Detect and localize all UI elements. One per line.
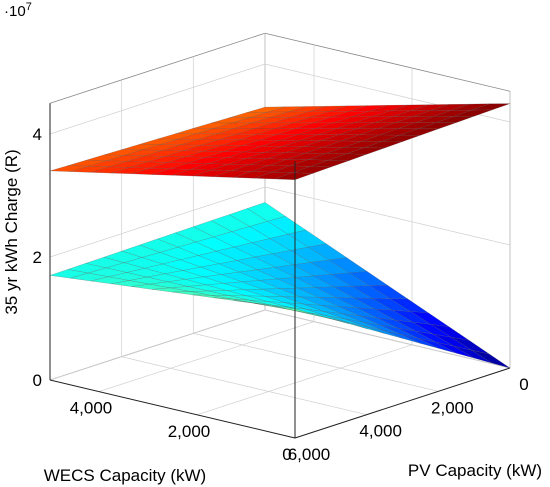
box-edge bbox=[49, 32, 266, 104]
box-front-edge bbox=[294, 367, 511, 439]
surface-cell bbox=[274, 305, 313, 314]
z-axis-label: 35 yr kWh Charge (R) bbox=[2, 149, 21, 314]
y-tick-label: 6,000 bbox=[288, 445, 331, 464]
box-front-edge bbox=[49, 379, 296, 439]
y-tick-label: 4,000 bbox=[359, 422, 402, 441]
x-tick-label: 0 bbox=[282, 445, 291, 464]
surface-cell bbox=[274, 172, 313, 180]
axes-box-front bbox=[49, 103, 511, 439]
box-edge bbox=[264, 32, 511, 92]
x-tick-label: 4,000 bbox=[70, 399, 113, 418]
y-axis-label: PV Capacity (kW) bbox=[408, 461, 542, 480]
y-tick-label: 2,000 bbox=[431, 398, 474, 417]
z-scale-label: ·107 bbox=[4, 1, 32, 20]
tick-labels: 0 2 4 0 2,000 4,000 0 2,000 4,000 6,000 bbox=[33, 125, 529, 464]
lower-surface bbox=[49, 202, 511, 369]
z-tick-label: 2 bbox=[33, 248, 42, 267]
x-tick-label: 2,000 bbox=[168, 422, 211, 441]
x-axis-label: WECS Capacity (kW) bbox=[44, 466, 206, 485]
z-tick-label: 0 bbox=[33, 371, 42, 390]
z-tick-label: 4 bbox=[33, 125, 42, 144]
y-tick-label: 0 bbox=[519, 375, 528, 394]
upper-surface bbox=[49, 103, 511, 180]
